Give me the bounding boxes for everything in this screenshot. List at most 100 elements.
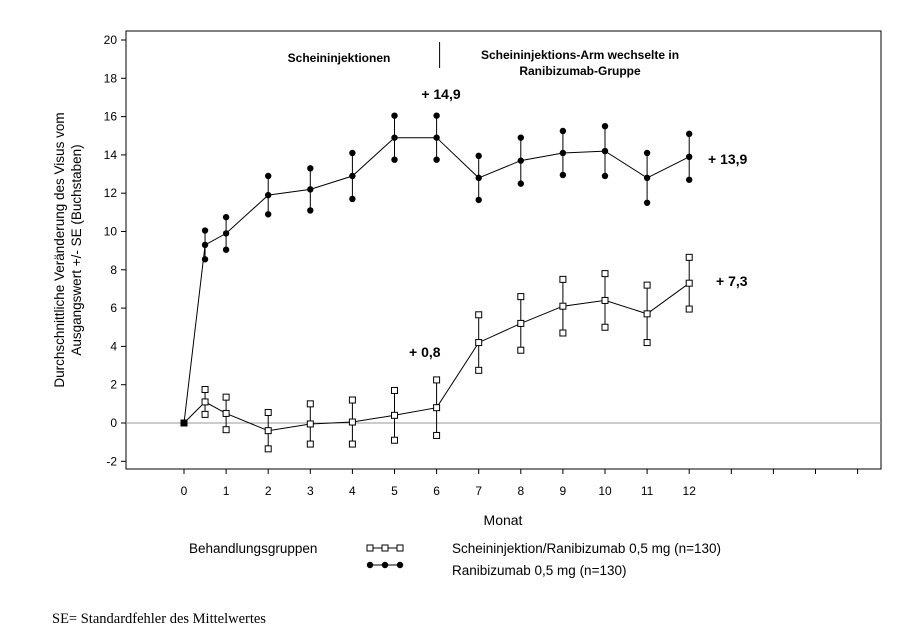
error-cap	[391, 112, 398, 119]
data-point	[643, 310, 651, 318]
error-cap	[433, 112, 440, 119]
x-tick-label: 8	[517, 484, 524, 498]
data-point	[559, 302, 567, 310]
error-cap	[201, 227, 209, 234]
legend-label-sham: Scheininjektion/Ranibizumab 0,5 mg (n=13…	[452, 541, 721, 556]
series-sham-ranibizumab	[180, 253, 693, 453]
data-point	[391, 411, 398, 419]
error-cap	[559, 171, 567, 179]
error-cap	[391, 156, 398, 163]
data-point	[475, 174, 482, 182]
y-tick-label: 16	[104, 110, 118, 124]
x-tick-label: 6	[433, 484, 440, 498]
y-tick-label: -2	[106, 454, 117, 468]
data-point	[686, 153, 693, 161]
error-cap	[307, 207, 314, 214]
y-tick-label: 18	[104, 71, 118, 85]
legend-marker-sham	[366, 544, 404, 552]
data-point	[433, 134, 440, 141]
x-tick-label: 10	[598, 484, 612, 498]
error-cap	[433, 376, 441, 384]
x-axis: 0 1 2 3 4 5 6 7 8 9 10 11 12	[181, 469, 859, 498]
error-cap	[349, 195, 356, 203]
plot-frame	[125, 30, 882, 470]
error-cap	[686, 130, 693, 138]
footnote: SE= Standardfehler des Mittelwertes	[52, 611, 266, 627]
data-point	[222, 409, 230, 417]
x-tick-label: 11	[641, 484, 654, 498]
series-line	[183, 137, 690, 424]
error-cap	[349, 149, 356, 157]
error-cap	[306, 400, 314, 408]
error-cap	[685, 253, 693, 261]
data-point	[201, 398, 209, 406]
legend-marker-ranibizumab	[366, 561, 404, 569]
annotation-sham-month6: + 0,8	[409, 344, 441, 360]
error-cap	[643, 149, 651, 157]
legend-label-ranibizumab: Ranibizumab 0,5 mg (n=130)	[452, 563, 626, 578]
data-point	[348, 418, 356, 426]
data-point	[222, 230, 230, 237]
data-point	[643, 174, 651, 182]
error-cap	[475, 366, 483, 374]
error-cap	[601, 122, 609, 130]
error-cap	[264, 408, 272, 416]
y-tick-label: 10	[104, 225, 118, 239]
x-tick-label: 5	[391, 484, 398, 498]
error-cap	[307, 165, 314, 172]
y-tick-label: 4	[110, 339, 117, 353]
error-cap	[643, 339, 651, 347]
data-point	[685, 279, 693, 287]
error-cap	[222, 246, 230, 253]
data-point	[264, 427, 272, 435]
series-line	[183, 282, 690, 432]
data-point	[180, 419, 188, 427]
data-point	[475, 339, 483, 347]
data-point	[517, 157, 524, 164]
data-point	[349, 172, 356, 180]
annotation-ranibizumab-month6: + 14,9	[421, 86, 461, 102]
error-cap	[222, 213, 230, 221]
y-tick-label: 14	[104, 148, 118, 162]
error-cap	[348, 396, 356, 404]
error-cap	[601, 172, 609, 180]
error-cap	[433, 431, 441, 439]
data-point	[601, 147, 609, 155]
error-cap	[222, 393, 230, 401]
error-cap	[685, 305, 693, 313]
error-cap	[201, 410, 209, 418]
error-cap	[475, 311, 483, 319]
y-tick-label: 2	[110, 378, 117, 392]
data-point	[517, 319, 525, 327]
data-point	[433, 404, 441, 412]
error-cap	[643, 199, 651, 206]
x-tick-label: 3	[307, 484, 314, 498]
error-cap	[517, 180, 524, 187]
y-tick-label: 0	[110, 416, 117, 430]
y-tick-label: 6	[110, 301, 117, 315]
plot-series	[180, 112, 693, 453]
y-axis-label-line1: Durchschnittliche Veränderung des Visus …	[52, 112, 67, 387]
x-axis-label: Monat	[484, 512, 523, 528]
annotation-ranibizumab-month12: + 13,9	[708, 151, 748, 167]
x-tick-label: 9	[560, 484, 567, 498]
data-point	[559, 149, 567, 157]
y-tick-label: 20	[104, 33, 118, 47]
data-point	[306, 420, 314, 428]
x-tick-label: 0	[181, 484, 188, 498]
x-tick-label: 1	[223, 484, 230, 498]
data-point	[307, 186, 314, 193]
error-cap	[517, 346, 525, 354]
error-cap	[222, 426, 230, 434]
error-cap	[264, 445, 272, 453]
phase-label-switch-line1: Scheininjektions-Arm wechselte in	[481, 48, 679, 62]
error-cap	[559, 275, 567, 283]
error-cap	[643, 281, 651, 289]
error-cap	[601, 323, 609, 331]
data-point	[601, 296, 609, 304]
error-cap	[517, 293, 525, 301]
phase-label-sham: Scheininjektionen	[288, 51, 391, 65]
error-cap	[433, 156, 440, 163]
